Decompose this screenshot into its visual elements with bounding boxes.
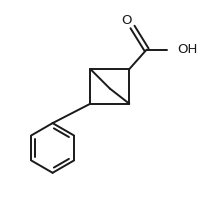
Text: OH: OH — [177, 43, 197, 56]
Text: O: O — [121, 14, 132, 27]
